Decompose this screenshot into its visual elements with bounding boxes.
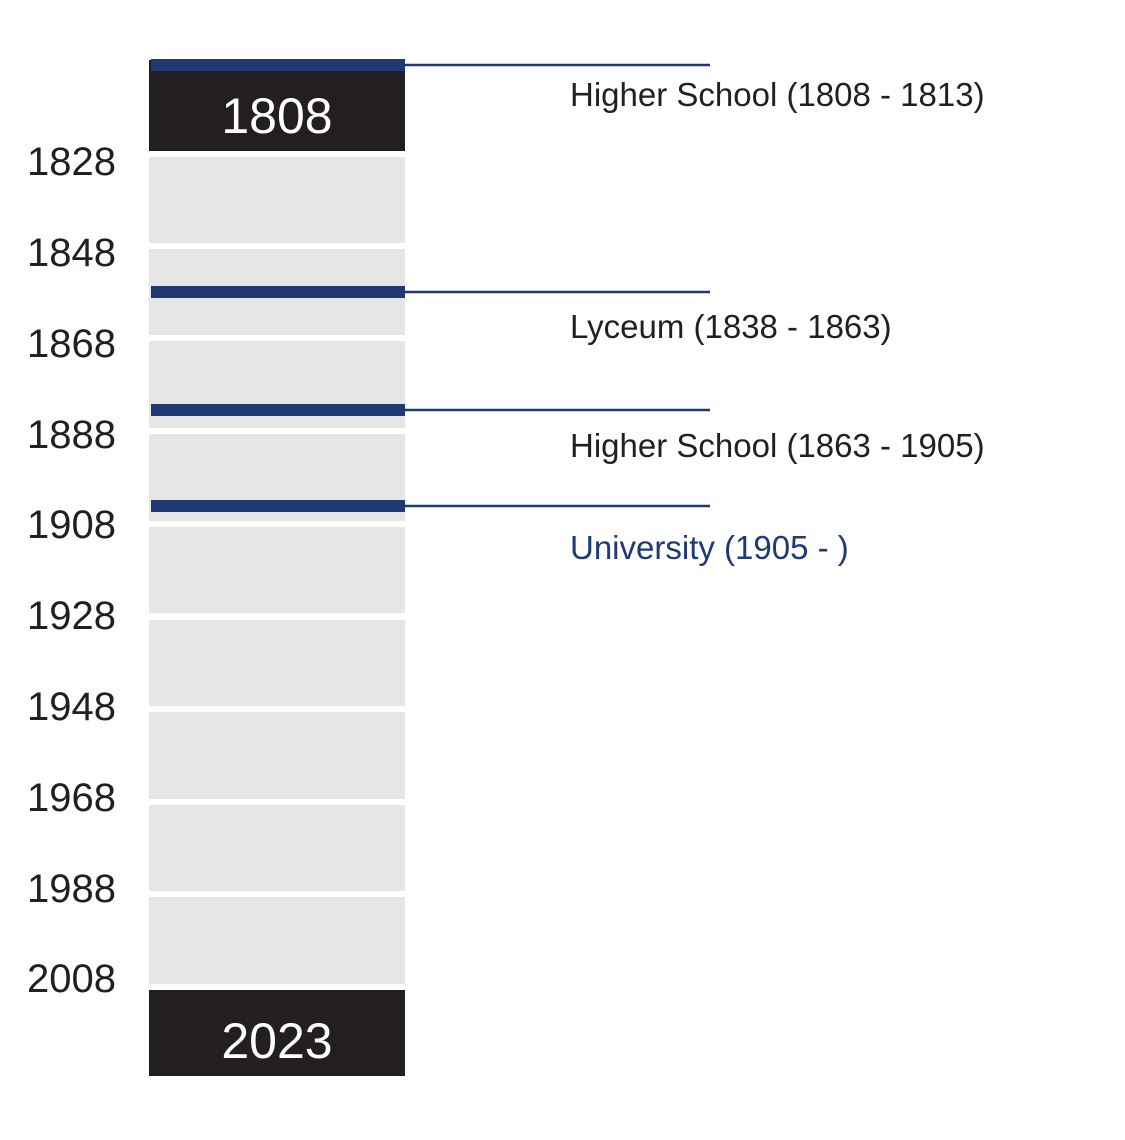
event-marker-bar (151, 404, 405, 416)
timeline-top-cap (149, 60, 405, 151)
event-marker-bar (151, 500, 405, 512)
tick-year-label: 1948 (27, 685, 116, 729)
timeline-events: Higher School (1808 - 1813) Lyceum (1838 … (151, 59, 985, 566)
tick-year-label: 1848 (27, 231, 116, 275)
event-marker-bar (151, 286, 405, 298)
event-marker-bar (151, 59, 405, 71)
tick-year-label: 1908 (27, 503, 116, 547)
timeline-start-year: 1808 (221, 88, 332, 144)
timeline-segment (149, 897, 405, 984)
tick-year-label: 2008 (27, 957, 116, 1001)
tick-year-label: 1988 (27, 867, 116, 911)
event-label: Higher School (1863 - 1905) (570, 427, 985, 464)
timeline-segment (149, 620, 405, 706)
timeline-end-year: 2023 (221, 1013, 332, 1069)
timeline-segment (149, 157, 405, 243)
tick-year-label: 1968 (27, 776, 116, 820)
timeline-segment (149, 712, 405, 799)
tick-year-label: 1888 (27, 413, 116, 457)
timeline-segment (149, 805, 405, 891)
tick-year-label: 1828 (27, 140, 116, 184)
tick-year-label: 1928 (27, 594, 116, 638)
timeline-segment (149, 527, 405, 613)
event-label: University (1905 - ) (570, 529, 849, 566)
tick-year-label: 1868 (27, 322, 116, 366)
event-label: Lyceum (1838 - 1863) (570, 308, 892, 345)
event-label: Higher School (1808 - 1813) (570, 76, 985, 113)
timeline-bottom-cap (149, 990, 405, 1076)
timeline-segments (149, 157, 405, 984)
timeline-year-ticks: 1828 1848 1868 1888 1908 1928 1948 1968 1988 2008 (27, 140, 116, 1001)
